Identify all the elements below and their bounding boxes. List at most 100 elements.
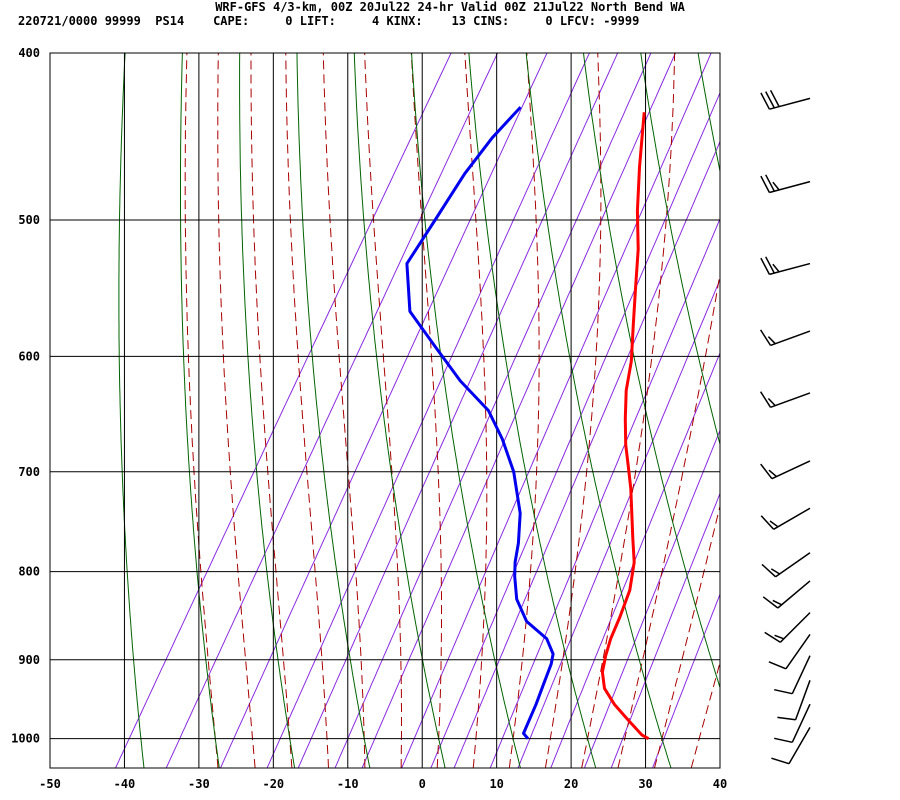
mixing-ratio-line xyxy=(165,53,499,768)
dry-adiabat-line xyxy=(525,53,672,768)
wind-barb-flag xyxy=(767,397,776,407)
y-tick-label: 400 xyxy=(18,46,40,60)
x-tick-label: -20 xyxy=(262,777,284,791)
sounding-info: 220721/0000 99999 PS14 CAPE: 0 LIFT: 4 K… xyxy=(18,14,640,28)
wind-barb-flag xyxy=(760,463,773,480)
temperature-line xyxy=(600,112,650,741)
moist-adiabat-line xyxy=(464,53,488,768)
wind-barb-flag xyxy=(765,256,775,274)
wind-barb-flag xyxy=(771,757,790,765)
moist-adiabat-line xyxy=(508,53,540,768)
wind-barb-flag xyxy=(762,596,779,609)
wind-barb-shaft xyxy=(770,330,811,347)
moist-adiabat-line xyxy=(544,53,602,768)
wind-barb-flag xyxy=(760,257,771,275)
wind-barb-flag xyxy=(760,175,771,193)
wind-barb-flag xyxy=(767,336,776,345)
wind-barb-flag xyxy=(772,181,780,191)
grid-lines xyxy=(50,53,720,768)
x-axis-ticks: -50 -40 -30 -20 -10 0 10 20 30 40 xyxy=(39,777,727,791)
wind-barb xyxy=(760,460,811,480)
moist-adiabat-line xyxy=(217,53,256,768)
wind-barb-shaft xyxy=(773,507,811,530)
dry-adiabat-line xyxy=(468,53,597,768)
wind-barb-flag xyxy=(760,515,775,530)
dry-adiabat-line xyxy=(582,53,720,690)
wind-barb xyxy=(774,655,811,695)
y-axis-ticks: 400 500 600 700 800 900 1000 xyxy=(11,46,40,746)
moist-adiabat-line xyxy=(364,53,402,768)
dry-adiabat-line xyxy=(118,53,145,768)
wind-barb-flag xyxy=(774,688,793,695)
dry-adiabat-line xyxy=(640,53,720,447)
wind-barb xyxy=(760,507,811,530)
wind-barb-flag xyxy=(769,520,779,528)
profile-lines xyxy=(405,106,650,741)
mixing-ratio-line xyxy=(550,351,720,768)
mixing-ratio-line xyxy=(361,53,676,768)
wind-barb xyxy=(768,634,811,670)
wind-barb xyxy=(771,726,811,765)
x-tick-label: -40 xyxy=(114,777,136,791)
mixing-ratio-line xyxy=(401,53,712,768)
y-tick-label: 800 xyxy=(18,565,40,579)
wind-barb xyxy=(759,329,811,347)
dry-adiabat-lines xyxy=(118,0,900,768)
wind-barb-flag xyxy=(774,634,785,640)
plot-background xyxy=(50,53,720,768)
mixing-ratio-line xyxy=(610,492,720,768)
wind-barb-shaft xyxy=(791,655,811,695)
mixing-ratio-line xyxy=(453,140,720,768)
wind-barb xyxy=(761,552,811,578)
wind-barb xyxy=(760,174,811,194)
wind-barb-flag xyxy=(768,469,777,478)
dry-adiabat-line xyxy=(774,0,900,768)
mixing-ratio-line xyxy=(517,278,720,768)
moist-adiabat-line xyxy=(250,53,293,768)
wind-barb-flag xyxy=(760,92,771,110)
mixing-ratio-line xyxy=(297,53,619,768)
x-tick-label: 0 xyxy=(419,777,426,791)
mixing-ratio-lines xyxy=(115,53,720,768)
moist-adiabat-line xyxy=(690,660,720,768)
wind-barb-shaft xyxy=(791,703,811,743)
wind-barb xyxy=(777,680,811,721)
wind-barb-shaft xyxy=(775,552,811,578)
moist-adiabat-lines xyxy=(184,53,720,768)
wind-barb xyxy=(762,580,811,609)
wind-barbs xyxy=(759,89,811,765)
mixing-ratio-line xyxy=(266,53,590,768)
wind-barb-shaft xyxy=(769,180,811,194)
wind-barb-flag xyxy=(772,263,780,273)
dry-adiabat-line xyxy=(296,53,371,768)
wind-barb-flag xyxy=(765,91,775,109)
wind-barb xyxy=(764,612,811,643)
moist-adiabat-line xyxy=(581,53,676,768)
moist-adiabat-line xyxy=(617,271,720,768)
mixing-ratio-line xyxy=(220,53,548,768)
plot-area xyxy=(50,0,900,768)
wind-barb-flag xyxy=(759,391,772,408)
wind-barb-flag xyxy=(769,89,780,107)
mixing-ratio-line xyxy=(652,592,720,768)
wind-barb xyxy=(760,89,811,110)
wind-barb-shaft xyxy=(777,580,811,609)
dry-adiabat-line xyxy=(721,0,900,768)
wind-barb-shaft xyxy=(779,612,811,643)
wind-barb-flag xyxy=(777,716,796,721)
dewpoint-line xyxy=(405,106,555,740)
mixing-ratio-line xyxy=(334,53,652,768)
moist-adiabat-line xyxy=(322,53,366,768)
x-tick-label: -50 xyxy=(39,777,61,791)
y-tick-label: 700 xyxy=(18,465,40,479)
x-tick-label: 10 xyxy=(489,777,503,791)
dry-adiabat-line xyxy=(239,53,296,768)
y-tick-label: 900 xyxy=(18,653,40,667)
wind-barb-shaft xyxy=(771,460,811,480)
wind-barb xyxy=(759,391,811,409)
wind-barb-shaft xyxy=(788,726,811,765)
wind-barb-flag xyxy=(759,329,772,346)
wind-barb-shaft xyxy=(769,262,811,276)
y-tick-label: 1000 xyxy=(11,732,40,746)
